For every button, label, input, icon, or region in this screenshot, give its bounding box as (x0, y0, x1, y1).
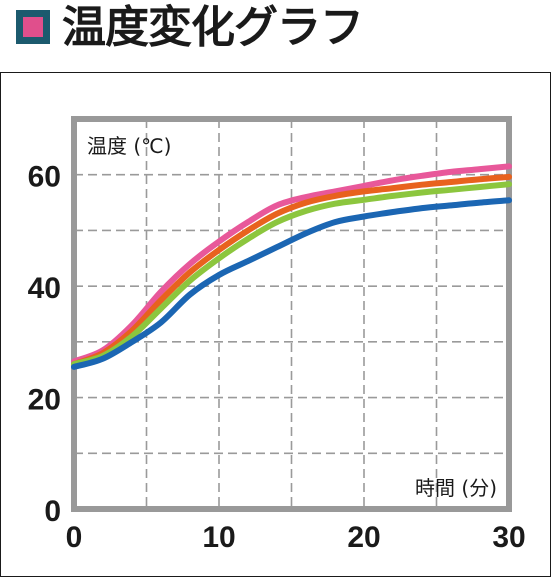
chart-title: 温度変化グラフ (62, 2, 364, 53)
y-tick-label: 0 (44, 495, 61, 528)
series-line-1 (71, 163, 512, 365)
y-tick-label: 40 (28, 272, 61, 305)
title-marker-inner (23, 17, 43, 37)
x-tick-label: 10 (202, 521, 235, 554)
title-marker-icon (16, 10, 50, 44)
series-layer (71, 163, 512, 370)
temperature-chart: 0 20 40 60 0 10 20 30 温度 (℃) 時間 (分) (28, 116, 526, 554)
y-axis-label: 温度 (℃) (87, 134, 171, 158)
y-tick-label: 20 (28, 384, 61, 417)
x-tick-label: 20 (347, 521, 380, 554)
chart-panel: 0 20 40 60 0 10 20 30 温度 (℃) 時間 (分) (0, 72, 551, 577)
series-line-2 (71, 173, 512, 368)
series-line-4 (71, 197, 512, 370)
y-tick-label: 60 (28, 161, 61, 194)
x-tick-label: 0 (66, 521, 83, 554)
series-line-3 (71, 181, 512, 368)
x-axis-label: 時間 (分) (415, 476, 497, 500)
tick-layer: 0 20 40 60 0 10 20 30 (28, 161, 526, 554)
x-tick-label: 30 (492, 521, 525, 554)
plot-frame (71, 116, 512, 512)
header: 温度変化グラフ (0, 0, 551, 60)
